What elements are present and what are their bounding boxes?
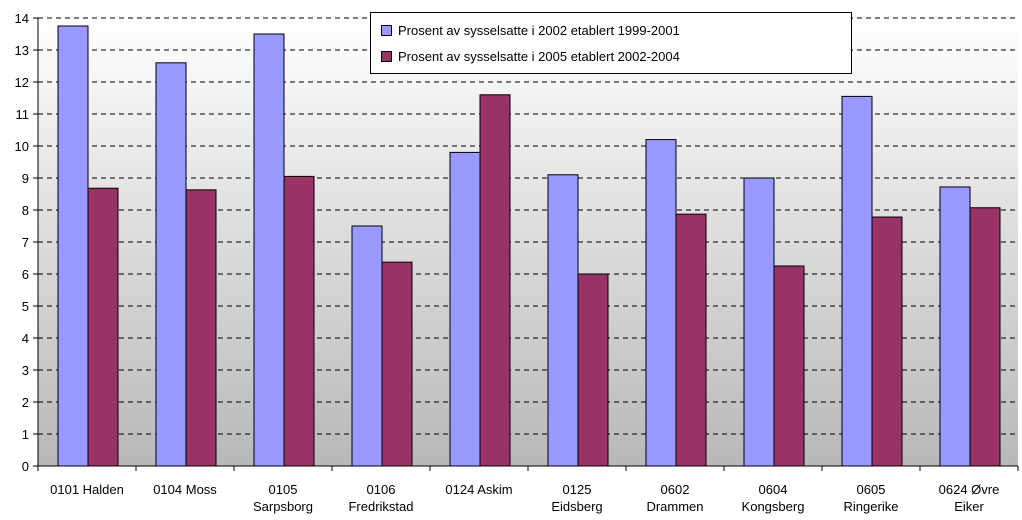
bar-series2-5 [577, 273, 609, 467]
y-tick-label-5: 5 [22, 299, 29, 314]
bar-series1-5 [547, 174, 579, 467]
x-label-9-line-1: Eiker [954, 499, 984, 514]
legend: Prosent av sysselsatte i 2002 etablert 1… [370, 12, 852, 74]
bar-series1-4 [449, 151, 481, 467]
x-label-3-line-1: Fredrikstad [348, 499, 413, 514]
bar-series1-8 [841, 95, 873, 467]
y-tick-label-7: 7 [22, 235, 29, 250]
x-label-4-line-0: 0124 Askim [445, 482, 512, 497]
x-label-2-line-1: Sarpsborg [253, 499, 313, 514]
x-label-7-line-0: 0604 [759, 482, 788, 497]
y-tick-label-8: 8 [22, 203, 29, 218]
bar-series2-6 [675, 213, 707, 467]
bar-series2-4 [479, 94, 511, 467]
bar-series2-0 [87, 187, 119, 467]
bar-series2-3 [381, 261, 413, 467]
bar-series2-9 [969, 207, 1001, 467]
bar-series1-7 [743, 177, 775, 467]
bar-series2-2 [283, 175, 315, 467]
legend-label-series-1: Prosent av sysselsatte i 2002 etablert 1… [398, 23, 680, 38]
legend-label-series-2: Prosent av sysselsatte i 2005 etablert 2… [398, 49, 680, 64]
bar-series1-3 [351, 225, 383, 467]
bar-series1-0 [57, 25, 89, 467]
legend-swatch-series-1 [381, 25, 392, 36]
y-tick-label-4: 4 [22, 331, 29, 346]
x-label-7-line-1: Kongsberg [742, 499, 805, 514]
x-label-8-line-1: Ringerike [844, 499, 899, 514]
y-tick-label-13: 13 [15, 43, 29, 58]
y-tick-label-2: 2 [22, 395, 29, 410]
y-tick-label-6: 6 [22, 267, 29, 282]
y-tick-label-14: 14 [15, 11, 29, 26]
y-tick-label-10: 10 [15, 139, 29, 154]
bar-series1-1 [155, 62, 187, 467]
y-tick-label-11: 11 [16, 107, 30, 122]
x-label-5-line-0: 0125 [563, 482, 592, 497]
bar-series2-1 [185, 189, 217, 467]
bar-series2-8 [871, 216, 903, 467]
bar-series1-9 [939, 186, 971, 467]
x-label-6-line-1: Drammen [646, 499, 703, 514]
legend-item-series-2: Prosent av sysselsatte i 2005 etablert 2… [381, 49, 680, 64]
x-label-6-line-0: 0602 [661, 482, 690, 497]
x-label-9-line-0: 0624 Øvre [939, 482, 1000, 497]
bar-series1-2 [253, 33, 285, 467]
x-label-0-line-0: 0101 Halden [50, 482, 124, 497]
y-tick-label-3: 3 [22, 363, 29, 378]
y-tick-label-0: 0 [22, 459, 29, 474]
x-axis-labels: 0101 Halden 0104 Moss 0105 Sarpsborg 0106 Fre… [50, 482, 999, 514]
y-tick-label-9: 9 [22, 171, 29, 186]
y-tick-label-12: 12 [15, 75, 29, 90]
bars [57, 25, 1001, 467]
bar-series2-7 [773, 265, 805, 467]
bar-series1-6 [645, 139, 677, 467]
legend-item-series-1: Prosent av sysselsatte i 2002 etablert 1… [381, 23, 680, 38]
x-label-5-line-1: Eidsberg [551, 499, 602, 514]
x-label-2-line-0: 0105 [269, 482, 298, 497]
x-label-8-line-0: 0605 [857, 482, 886, 497]
x-label-3-line-0: 0106 [367, 482, 396, 497]
x-label-1-line-0: 0104 Moss [153, 482, 217, 497]
legend-swatch-series-2 [381, 51, 392, 62]
y-tick-label-1: 1 [22, 427, 29, 442]
